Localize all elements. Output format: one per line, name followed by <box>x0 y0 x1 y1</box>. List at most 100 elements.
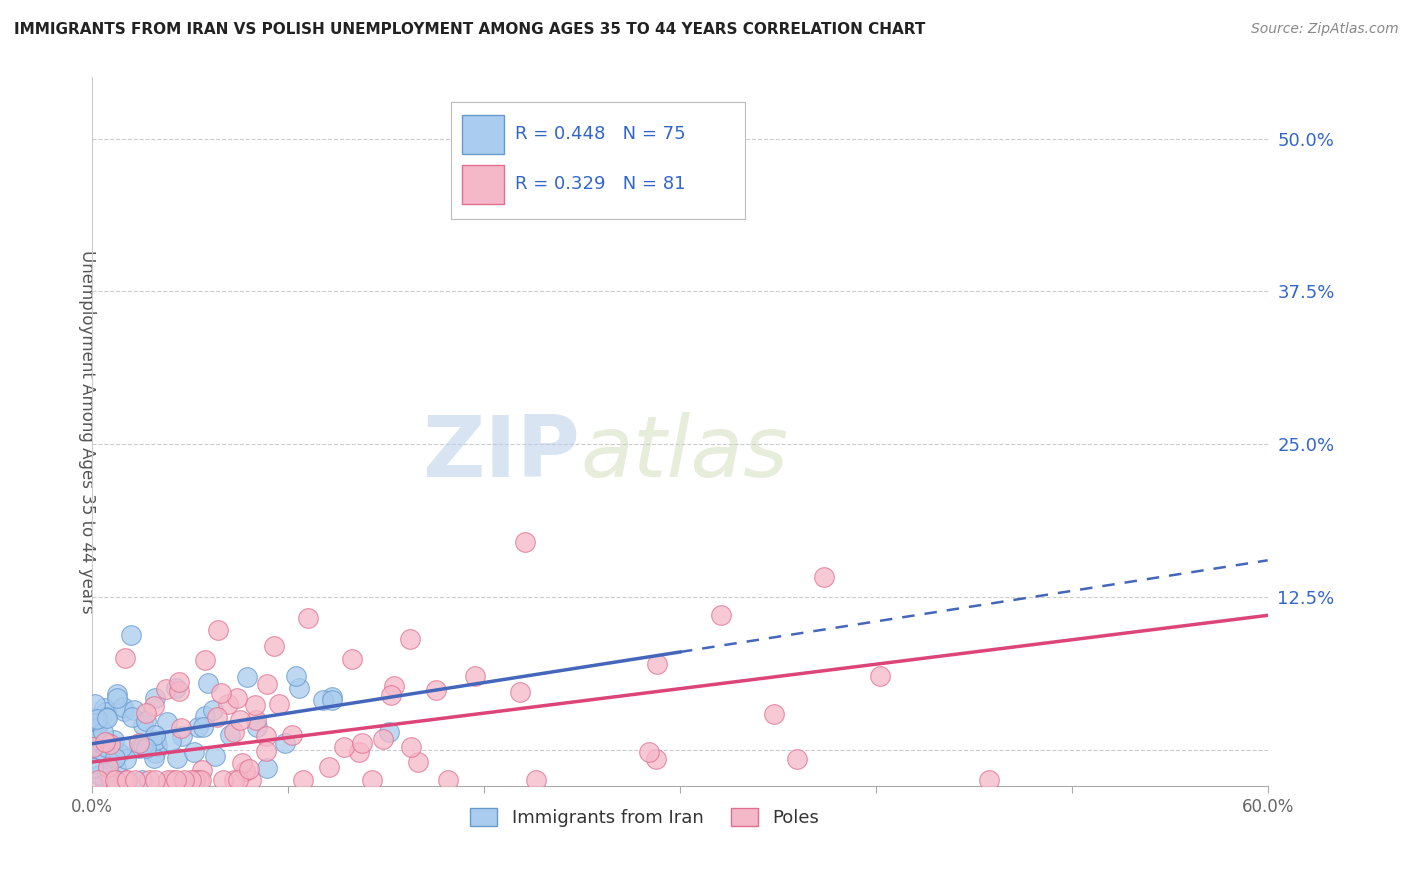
Point <box>90 743 112 757</box>
Point <box>143 746 166 760</box>
Point <box>269 697 291 711</box>
Point <box>209 686 232 700</box>
Point <box>84 733 107 747</box>
Point <box>464 669 486 683</box>
Point <box>207 623 229 637</box>
Point <box>321 690 343 705</box>
Point <box>321 692 343 706</box>
Point <box>243 698 266 712</box>
Point <box>98 737 121 751</box>
Text: IMMIGRANTS FROM IRAN VS POLISH UNEMPLOYMENT AMONG AGES 35 TO 44 YEARS CORRELATIO: IMMIGRANTS FROM IRAN VS POLISH UNEMPLOYM… <box>14 22 925 37</box>
Point <box>172 729 194 743</box>
Point <box>231 756 253 770</box>
Point <box>166 751 188 765</box>
Point <box>349 745 371 759</box>
Point <box>86 713 108 727</box>
Point <box>281 728 304 742</box>
Point <box>82 740 104 755</box>
Point <box>645 657 668 671</box>
Point <box>93 701 115 715</box>
Point <box>94 747 117 762</box>
Point <box>380 689 402 703</box>
Point <box>219 728 242 742</box>
Point <box>115 751 138 765</box>
Text: atlas: atlas <box>581 412 787 495</box>
Point <box>217 697 239 711</box>
Point <box>246 720 269 734</box>
Point <box>233 764 256 779</box>
Point <box>202 703 225 717</box>
Point <box>84 741 107 756</box>
Point <box>107 745 129 759</box>
Point <box>228 773 250 788</box>
Point <box>91 737 114 751</box>
Point <box>120 627 142 641</box>
Point <box>813 570 835 584</box>
Point <box>239 773 262 788</box>
Point <box>786 752 808 766</box>
Point <box>194 653 217 667</box>
Point <box>378 725 401 739</box>
Point <box>312 693 335 707</box>
Point <box>869 669 891 683</box>
Point <box>135 706 157 720</box>
Point <box>115 773 138 788</box>
Point <box>138 773 160 788</box>
Point <box>524 773 547 788</box>
Point <box>94 710 117 724</box>
Point <box>333 739 356 754</box>
Point <box>121 710 143 724</box>
Point <box>97 760 120 774</box>
Point <box>104 750 127 764</box>
Point <box>509 685 531 699</box>
Point <box>254 744 277 758</box>
Point <box>204 749 226 764</box>
Point <box>979 773 1001 788</box>
Point <box>437 773 460 788</box>
Point <box>222 773 245 788</box>
Point <box>263 639 285 653</box>
Point <box>97 736 120 750</box>
Point <box>94 705 117 719</box>
Point <box>114 651 136 665</box>
Point <box>297 611 319 625</box>
Point <box>193 720 215 734</box>
Legend: Immigrants from Iran, Poles: Immigrants from Iran, Poles <box>463 800 827 834</box>
Point <box>114 773 136 788</box>
Point <box>292 773 315 788</box>
Point <box>96 711 118 725</box>
Point <box>197 676 219 690</box>
Point <box>111 739 134 754</box>
Point <box>89 730 111 744</box>
Point <box>124 773 146 788</box>
Point <box>515 535 537 549</box>
Point <box>763 707 786 722</box>
Point <box>157 773 180 788</box>
Text: Source: ZipAtlas.com: Source: ZipAtlas.com <box>1251 22 1399 37</box>
Point <box>96 750 118 764</box>
Point <box>256 761 278 775</box>
Point <box>212 773 235 788</box>
Text: ZIP: ZIP <box>422 412 581 495</box>
Point <box>170 721 193 735</box>
Point <box>82 761 104 775</box>
Point <box>183 745 205 759</box>
Point <box>91 724 114 739</box>
Point <box>101 773 124 788</box>
Point <box>229 714 252 728</box>
Point <box>318 760 340 774</box>
Point <box>131 738 153 752</box>
Point <box>188 773 211 788</box>
Point <box>103 733 125 747</box>
Point <box>156 714 179 729</box>
Point <box>173 773 195 788</box>
Point <box>143 690 166 705</box>
Point <box>155 682 177 697</box>
Point <box>87 773 110 788</box>
Point <box>86 721 108 735</box>
Point <box>93 773 115 788</box>
Point <box>142 751 165 765</box>
Point <box>287 681 309 696</box>
Point <box>104 773 127 788</box>
Point <box>361 773 384 788</box>
